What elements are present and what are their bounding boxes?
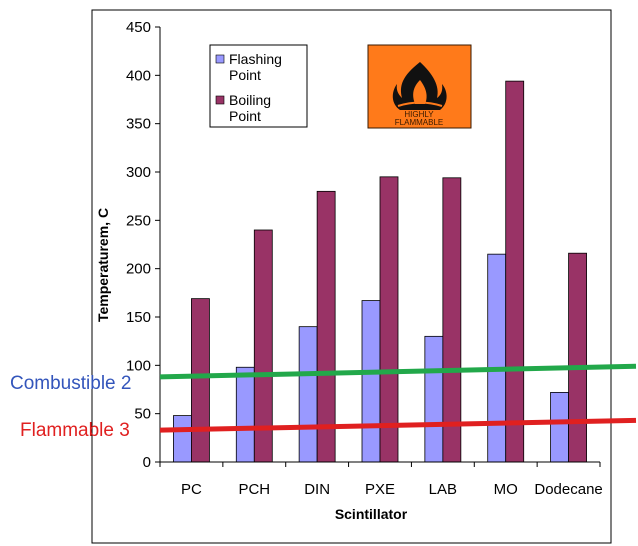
x-tick-label: PC xyxy=(181,481,202,498)
bar-flashing-pch xyxy=(235,366,255,463)
x-tick-label: PXE xyxy=(365,481,395,498)
bar-flashing-dodecane xyxy=(550,391,569,463)
y-tick-label: 250 xyxy=(126,212,151,229)
bar-boiling-dodecane xyxy=(568,252,587,463)
y-tick-label: 200 xyxy=(126,261,151,278)
legend-box xyxy=(209,44,308,128)
legend-swatch-flashing xyxy=(215,54,225,64)
x-tick-label: Dodecane xyxy=(534,481,602,498)
x-tick-label: MO xyxy=(494,481,518,498)
bar-boiling-lab xyxy=(442,177,462,463)
x-tick-label: DIN xyxy=(304,481,330,498)
bar-flashing-lab xyxy=(424,335,444,463)
y-tick-label: 150 xyxy=(126,309,151,326)
y-tick-label: 50 xyxy=(134,406,151,423)
hazard-text-line1: HIGHLY xyxy=(404,110,434,119)
x-tick-labels: PC PCH DIN PXE LAB MO Dodecane xyxy=(159,462,603,498)
hazard-sign: HIGHLY FLAMMABLE xyxy=(367,44,472,129)
flammable-line xyxy=(159,417,637,433)
x-tick-label: LAB xyxy=(429,481,457,498)
bar-boiling-pxe xyxy=(379,176,399,463)
legend-label-flashing-line2: Point xyxy=(229,67,261,83)
bar-boiling-mo xyxy=(505,80,525,463)
legend-label-flashing-line1: Flashing xyxy=(229,51,282,67)
x-tick-label: PCH xyxy=(238,481,270,498)
y-tick-labels: 0 50 100 150 200 250 300 350 400 450 xyxy=(126,19,160,471)
bar-flashing-pc xyxy=(173,415,192,463)
x-axis-label: Scintillator xyxy=(335,506,408,522)
legend-label-boiling-line1: Boiling xyxy=(229,92,271,108)
y-tick-label: 100 xyxy=(126,357,151,374)
hazard-text-line2: FLAMMABLE xyxy=(395,118,443,127)
combustible-line xyxy=(159,363,637,380)
chart-frame xyxy=(91,9,612,544)
bar-boiling-pc xyxy=(191,298,210,463)
bar-flashing-pxe xyxy=(361,300,381,463)
y-tick-label: 0 xyxy=(143,454,151,471)
y-tick-label: 350 xyxy=(126,116,151,133)
legend-label-boiling-line2: Point xyxy=(229,108,261,124)
bar-flashing-mo xyxy=(487,253,507,463)
bar-flashing-din xyxy=(298,326,318,463)
legend: Flashing Point Boiling Point xyxy=(209,44,308,128)
y-tick-label: 300 xyxy=(126,164,151,181)
y-tick-label: 450 xyxy=(126,19,151,36)
flammable-label: Flammable 3 xyxy=(20,420,130,441)
bar-boiling-din xyxy=(316,190,336,463)
flame-icon xyxy=(392,62,447,110)
y-tick-label: 400 xyxy=(126,67,151,84)
y-axis-label: Temperaturem, C xyxy=(95,208,111,322)
legend-swatch-boiling xyxy=(215,95,225,105)
combustible-label: Combustible 2 xyxy=(10,373,131,394)
